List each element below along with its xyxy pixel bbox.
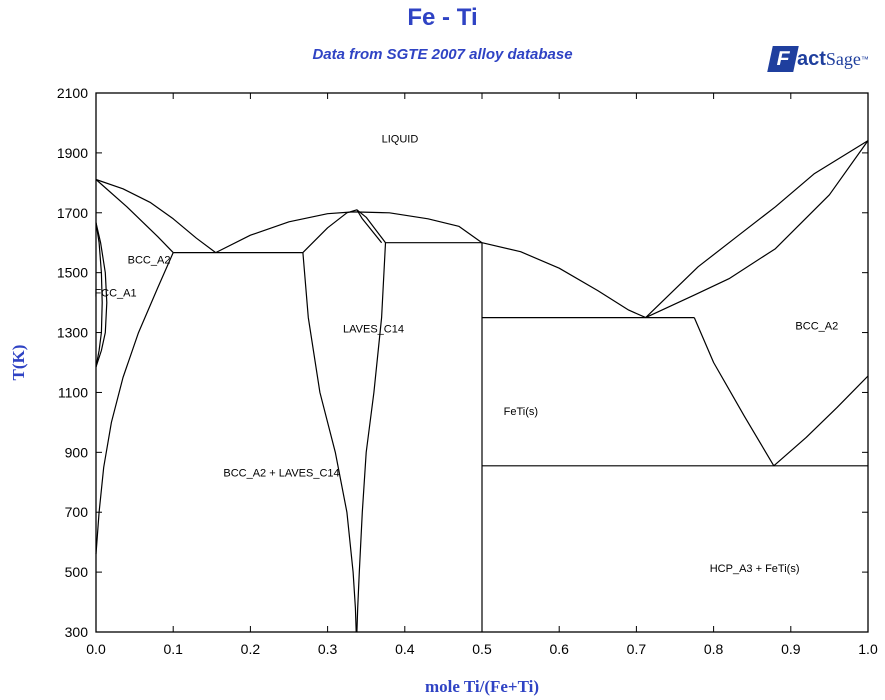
y-tick-label: 1100 (58, 384, 88, 400)
phase-boundary (302, 252, 357, 633)
logo-text-sage: Sage (825, 48, 861, 69)
y-tick-label: 500 (65, 564, 89, 580)
phase-boundary (645, 140, 869, 319)
y-tick-label: 1900 (57, 145, 88, 161)
chart-title: Fe - Ti (407, 4, 478, 31)
region-label: BCC_A2 (795, 321, 838, 333)
x-axis-label: mole Ti/(Fe+Ti) (425, 677, 539, 696)
y-tick-label: 900 (65, 444, 89, 460)
region-label: LAVES_C14 (343, 324, 404, 336)
phase-boundary (95, 222, 108, 368)
phase-boundary (773, 375, 869, 467)
region-label: FCC_A1 (94, 288, 136, 300)
y-tick-label: 1700 (57, 205, 88, 221)
y-tick-label: 700 (65, 504, 89, 520)
region-label: BCC_A2 (128, 255, 171, 267)
y-tick-label: 2100 (57, 85, 88, 101)
phase-boundary (356, 209, 383, 244)
phase-boundary (95, 222, 103, 368)
x-tick-label: 0.9 (781, 641, 801, 657)
phase-boundary (356, 242, 387, 633)
phase-boundary (302, 209, 386, 254)
x-tick-label: 0.5 (472, 641, 492, 657)
x-tick-label: 0.0 (86, 641, 106, 657)
y-tick-label: 300 (65, 624, 89, 640)
chart-subtitle: Data from SGTE 2007 alloy database (312, 46, 573, 63)
phase-boundary (481, 242, 646, 319)
x-tick-label: 0.4 (395, 641, 415, 657)
y-tick-label: 1500 (57, 265, 88, 281)
x-tick-label: 0.3 (318, 641, 338, 657)
y-tick-label: 1300 (57, 325, 88, 341)
phase-boundary (215, 211, 483, 254)
region-label: LIQUID (382, 133, 419, 145)
x-tick-label: 0.1 (163, 641, 183, 657)
x-tick-label: 1.0 (858, 641, 878, 657)
region-label: FeTi(s) (504, 406, 538, 418)
logo-trademark: ™ (860, 54, 869, 64)
phase-boundary (645, 140, 869, 319)
region-label: BCC_A2 + LAVES_C14 (223, 467, 339, 479)
region-labels: LIQUID BCC_A2 FCC_A1 LAVES_C14 BCC_A2 FeTi(s)… (94, 133, 838, 575)
tick-labels: 0.0 0.1 0.2 0.3 0.4 0.5 0.6 0.7 0.8 0.9 1.0 300 500 7… (57, 85, 878, 657)
factsage-logo: F act Sage ™ (767, 42, 869, 76)
x-tick-label: 0.2 (241, 641, 261, 657)
phase-boundary (95, 178, 217, 254)
region-label: HCP_A3 + FeTi(s) (710, 563, 800, 575)
x-tick-label: 0.6 (549, 641, 569, 657)
logo-text-act: act (797, 47, 826, 70)
x-tick-label: 0.8 (704, 641, 724, 657)
y-axis-label: T(K) (9, 345, 28, 381)
x-tick-label: 0.7 (627, 641, 647, 657)
phase-boundary (95, 179, 174, 254)
phase-boundaries (95, 140, 869, 633)
phase-boundary (693, 317, 775, 467)
phase-boundary (95, 252, 174, 555)
